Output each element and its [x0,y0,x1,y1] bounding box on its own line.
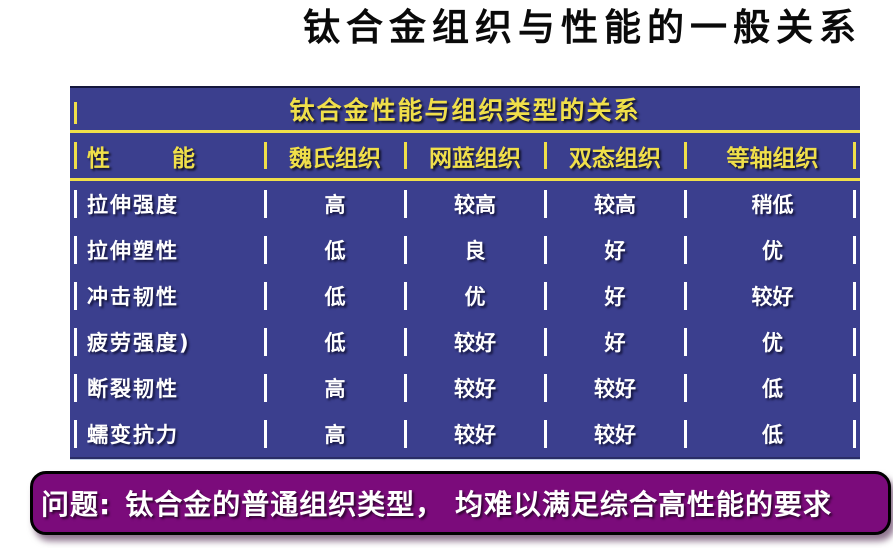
table-row: 断裂韧性 高 较好 较好 低 [70,365,860,411]
row-value: 高 [264,411,405,457]
row-value: 好 [544,227,685,273]
row-value: 较高 [544,181,685,227]
header-basketweave: 网蓝组织 [404,133,545,178]
row-property: 疲劳强度) [70,319,265,365]
row-property: 冲击韧性 [70,273,265,319]
header-widmanstatten: 魏氏组织 [264,133,405,178]
row-value: 高 [264,181,405,227]
row-value: 较好 [404,319,545,365]
row-value: 较好 [404,411,545,457]
divider-header [70,178,860,181]
row-value: 低 [264,319,405,365]
table-caption: 钛合金性能与组织类型的关系 [70,88,860,130]
table-row: 拉伸强度 高 较高 较高 稍低 [70,181,860,227]
row-value: 优 [684,319,860,365]
table-header-row: 性 能 魏氏组织 网蓝组织 双态组织 等轴组织 [70,133,860,178]
header-bimodal: 双态组织 [544,133,685,178]
row-value: 优 [404,273,545,319]
divider-top [70,130,860,133]
row-value: 低 [264,227,405,273]
problem-text: 钛合金的普通组织类型， 均难以满足综合高性能的要求 [125,488,832,521]
row-value: 高 [264,365,405,411]
row-value: 较好 [544,365,685,411]
row-value: 良 [404,227,545,273]
slide-title: 钛合金组织与性能的一般关系 [303,6,862,49]
row-value: 较好 [684,273,860,319]
table-row: 疲劳强度) 低 较好 好 优 [70,319,860,365]
row-property: 断裂韧性 [70,365,265,411]
row-value: 好 [544,273,685,319]
header-equiaxed: 等轴组织 [684,133,860,178]
table-row: 冲击韧性 低 优 好 较好 [70,273,860,319]
row-value: 较高 [404,181,545,227]
row-value: 稍低 [684,181,860,227]
row-property: 拉伸强度 [70,181,265,227]
row-property: 蠕变抗力 [70,411,265,457]
row-value: 低 [264,273,405,319]
problem-label: 问题: [41,488,112,521]
properties-table: 钛合金性能与组织类型的关系 性 能 魏氏组织 网蓝组织 双态组织 等轴组织 拉伸… [70,86,860,459]
row-value: 好 [544,319,685,365]
problem-banner: 问题: 钛合金的普通组织类型， 均难以满足综合高性能的要求 [30,471,891,535]
row-value: 低 [684,365,860,411]
table-row: 拉伸塑性 低 良 好 优 [70,227,860,273]
row-value: 较好 [404,365,545,411]
row-value: 优 [684,227,860,273]
row-value: 较好 [544,411,685,457]
table-row: 蠕变抗力 高 较好 较好 低 [70,411,860,457]
row-property: 拉伸塑性 [70,227,265,273]
header-property: 性 能 [70,133,265,178]
row-value: 低 [684,411,860,457]
